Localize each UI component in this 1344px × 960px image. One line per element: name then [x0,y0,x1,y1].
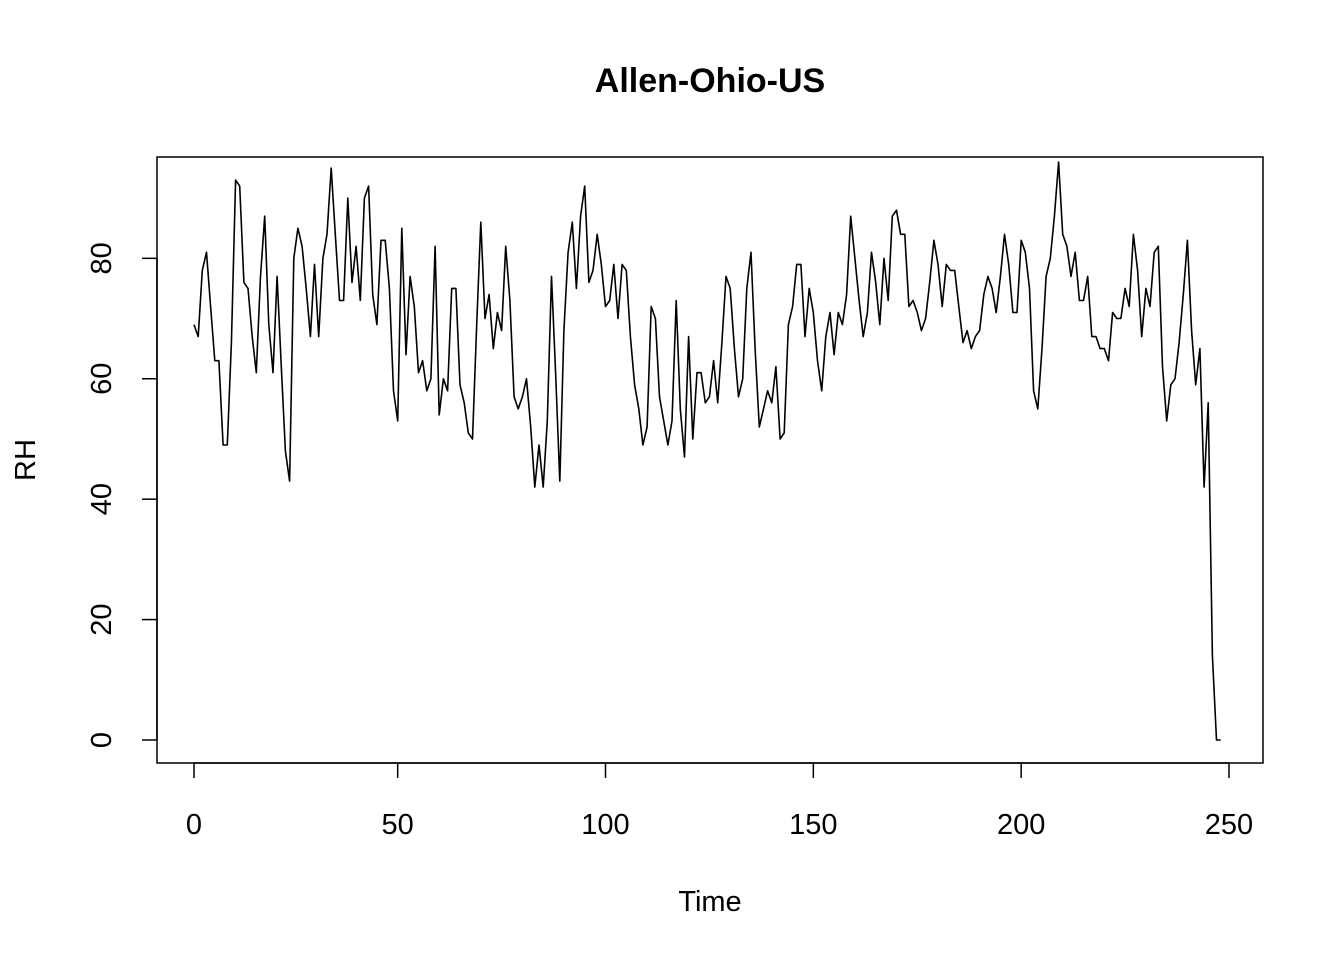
x-tick-label: 250 [1205,809,1253,841]
series-layer [193,161,1221,741]
x-tick-label: 50 [382,809,414,841]
y-tick-label: 60 [86,363,118,395]
y-tick-label: 80 [86,242,118,274]
y-axis: 0 20 40 60 80 [86,242,158,748]
x-tick-label: 200 [997,809,1045,841]
plot-frame [156,156,1264,764]
x-tick-label: 150 [789,809,837,841]
chart-title: Allen-Ohio-US [595,62,825,100]
y-tick-label: 20 [86,603,118,635]
y-tick-label: 0 [86,732,118,748]
rh-series-line [193,161,1221,741]
x-axis: 0 50 100 150 200 250 [186,762,1253,841]
x-tick-label: 100 [581,809,629,841]
x-tick-label: 0 [186,809,202,841]
y-tick-label: 40 [86,483,118,515]
x-axis-label: Time [678,886,741,918]
y-axis-label: RH [10,439,42,481]
